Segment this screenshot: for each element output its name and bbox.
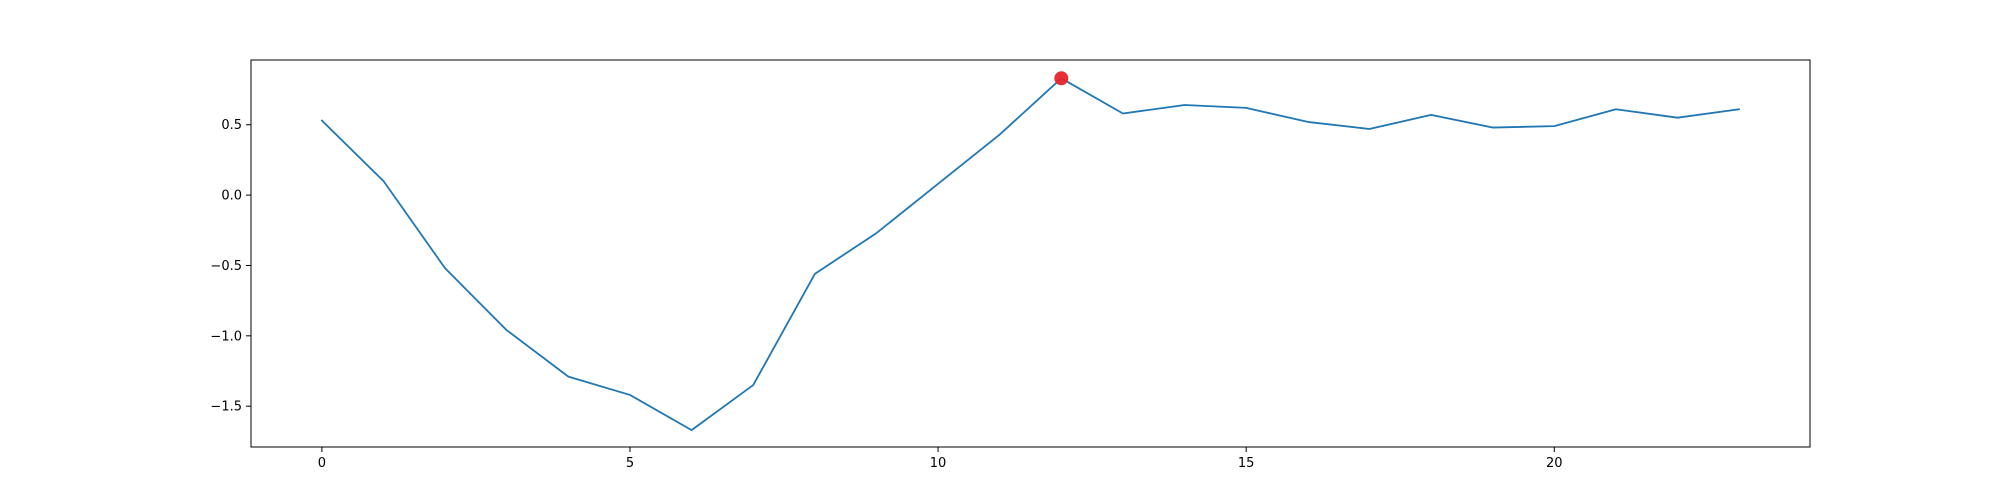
y-tick-label: 0.0 — [221, 189, 242, 204]
x-tick-label: 20 — [1546, 456, 1563, 471]
x-tick-label: 10 — [930, 456, 947, 471]
y-tick-label: −1.5 — [210, 400, 242, 415]
y-tick-label: −1.0 — [210, 329, 242, 344]
y-tick-label: −0.5 — [210, 259, 242, 274]
x-tick-label: 0 — [318, 456, 326, 471]
x-tick-label: 5 — [626, 456, 634, 471]
x-tick-label: 15 — [1238, 456, 1255, 471]
series-line — [320, 77, 1741, 432]
y-tick-label: 0.5 — [221, 118, 242, 133]
highlight-point-marker — [1054, 71, 1069, 86]
plot-frame — [250, 59, 1811, 448]
